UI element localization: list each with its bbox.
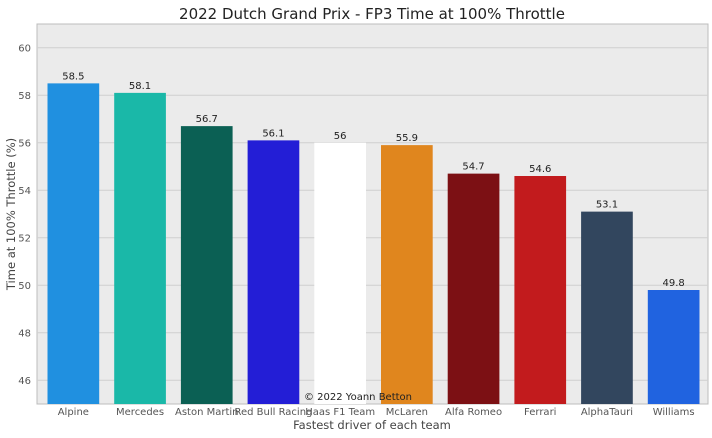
- y-tick-label: 46: [18, 376, 31, 387]
- y-tick-label: 58: [18, 91, 31, 102]
- x-tick-label: Alpine: [58, 407, 89, 418]
- bars: [47, 83, 700, 404]
- x-tick-label: AlphaTauri: [581, 407, 633, 418]
- copyright-credit: © 2022 Yoann Betton: [304, 392, 412, 403]
- y-tick-label: 52: [18, 233, 31, 244]
- y-tick-label: 48: [18, 328, 31, 339]
- bar-value-label: 56.1: [262, 128, 284, 139]
- bar: [314, 142, 366, 404]
- x-tick-label: Haas F1 Team: [305, 407, 375, 418]
- bar-value-label: 54.6: [529, 164, 551, 175]
- bar: [47, 83, 100, 404]
- y-tick-label: 60: [18, 43, 31, 54]
- x-tick-label: Mercedes: [116, 407, 164, 418]
- bar: [447, 173, 500, 404]
- bar-value-label: 55.9: [396, 133, 418, 144]
- bar: [514, 176, 567, 404]
- bar: [581, 211, 633, 404]
- y-axis-title: Time at 100% Throttle (%): [4, 138, 18, 291]
- bar-value-label: 58.1: [129, 81, 151, 92]
- bar: [247, 140, 300, 404]
- bar: [647, 290, 700, 404]
- y-tick-label: 54: [18, 186, 31, 197]
- y-tick-label: 56: [18, 138, 31, 149]
- bar-value-label: 49.8: [663, 278, 685, 289]
- y-axis-ticks: 46 48 50 52 54 56 58 60: [18, 43, 31, 387]
- x-tick-label: McLaren: [386, 407, 428, 418]
- x-axis-title: Fastest driver of each team: [293, 418, 451, 432]
- bar-value-label: 58.5: [62, 71, 84, 82]
- x-tick-label: Williams: [653, 407, 695, 418]
- x-tick-label: Red Bull Racing: [234, 407, 312, 418]
- x-tick-label: Aston Martin: [175, 407, 239, 418]
- chart-title: 2022 Dutch Grand Prix - FP3 Time at 100%…: [179, 5, 565, 23]
- bar-value-label: 56: [334, 131, 347, 142]
- x-tick-label: Alfa Romeo: [445, 407, 502, 418]
- bar: [180, 126, 233, 404]
- x-tick-label: Ferrari: [524, 407, 556, 418]
- bar-value-label: 56.7: [196, 114, 218, 125]
- bar-value-label: 54.7: [462, 162, 484, 173]
- bar: [114, 92, 166, 404]
- value-labels: 58.5 58.1 56.7 56.1 56 55.9 54.7 54.6 53.1 49.8: [62, 71, 685, 289]
- y-tick-label: 50: [18, 281, 31, 292]
- bar: [381, 145, 433, 404]
- bar-value-label: 53.1: [596, 200, 618, 211]
